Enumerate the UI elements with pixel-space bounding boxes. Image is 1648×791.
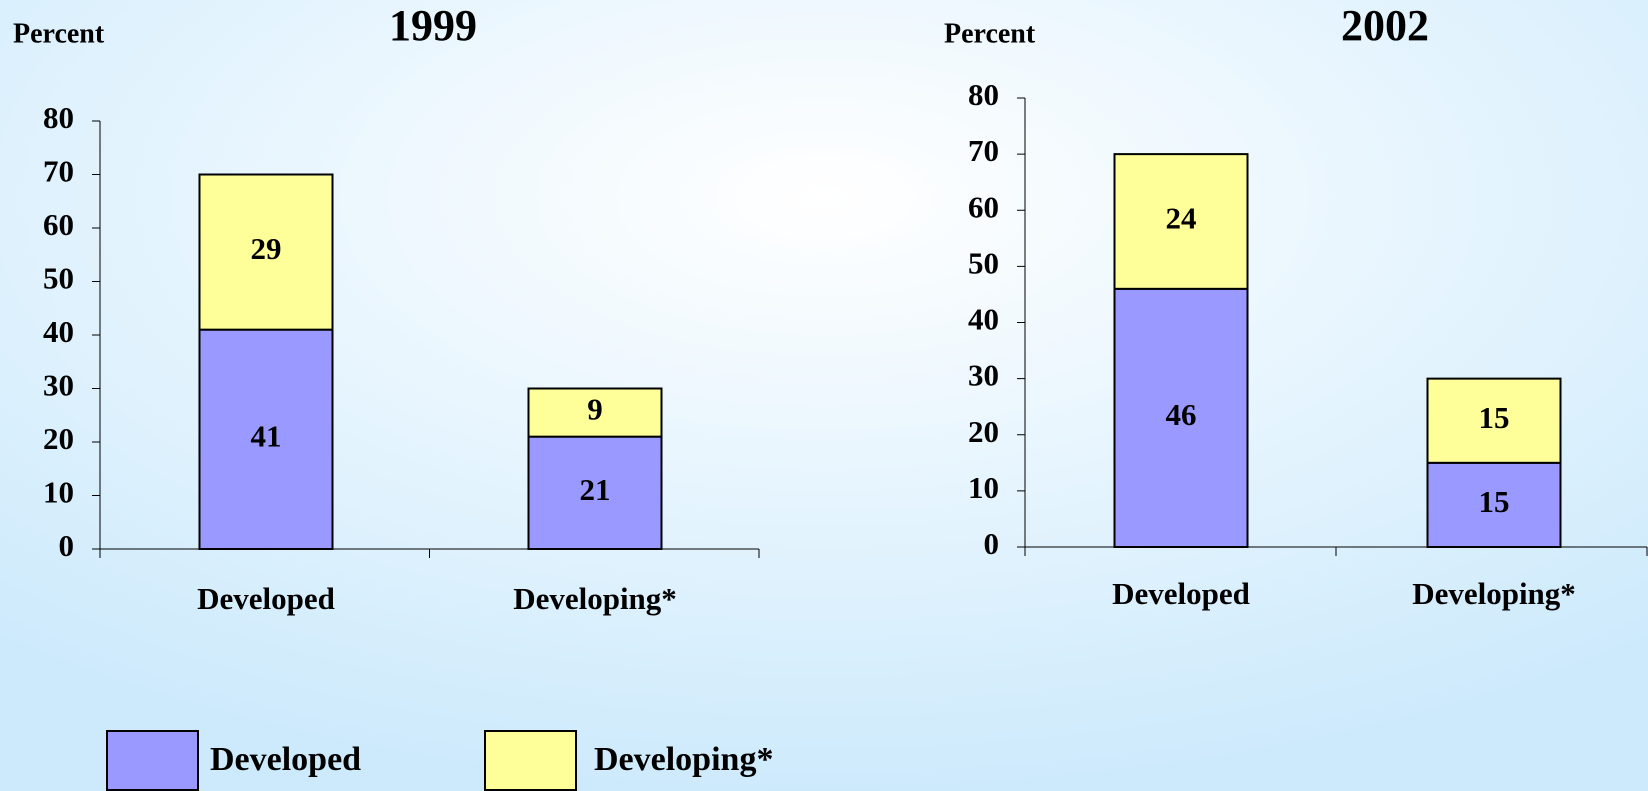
y-tick-label: 40 [43, 314, 74, 349]
y-axis-label: Percent [13, 18, 105, 49]
y-tick-label: 70 [43, 154, 74, 189]
x-tick-label: Developed [197, 581, 335, 616]
y-tick-label: 70 [968, 133, 999, 168]
bar-segment [198, 328, 334, 550]
chart-title: 1999 [389, 1, 477, 50]
chart-title: 2002 [1341, 1, 1429, 50]
data-label: 21 [580, 472, 611, 507]
y-tick-label: 20 [43, 421, 74, 456]
bar-segment [1426, 377, 1562, 464]
y-tick-label: 10 [43, 475, 74, 510]
bar-segment [527, 387, 663, 438]
bar-segment [1113, 153, 1249, 290]
x-tick-label: Developing* [1412, 576, 1576, 611]
y-axis-label: Percent [944, 18, 1036, 49]
data-label: 41 [251, 418, 282, 453]
legend-swatch [484, 730, 577, 791]
bar-segment [198, 173, 334, 331]
x-tick-label: Developing* [513, 581, 677, 616]
data-label: 29 [251, 231, 282, 266]
data-label: 15 [1479, 400, 1510, 435]
y-tick-label: 40 [968, 302, 999, 337]
y-tick-label: 80 [968, 77, 999, 112]
y-tick-label: 10 [968, 470, 999, 505]
y-tick-label: 50 [43, 261, 74, 296]
bar-segment [1426, 461, 1562, 548]
y-tick-label: 30 [968, 358, 999, 393]
legend-label: Developing* [594, 741, 773, 778]
y-tick-label: 60 [968, 189, 999, 224]
data-label: 46 [1166, 397, 1197, 432]
y-tick-label: 20 [968, 414, 999, 449]
bar-segment [527, 435, 663, 550]
y-tick-label: 80 [43, 100, 74, 135]
data-label: 24 [1166, 201, 1197, 236]
legend-swatch [106, 730, 199, 791]
y-tick-label: 60 [43, 207, 74, 242]
y-tick-label: 50 [968, 245, 999, 280]
data-label: 9 [587, 392, 603, 427]
y-tick-label: 0 [984, 526, 1000, 561]
legend-label: Developed [210, 741, 361, 778]
data-label: 15 [1479, 484, 1510, 519]
y-tick-label: 30 [43, 368, 74, 403]
x-tick-label: Developed [1112, 576, 1250, 611]
y-tick-label: 0 [59, 528, 75, 563]
bar-segment [1113, 287, 1249, 548]
